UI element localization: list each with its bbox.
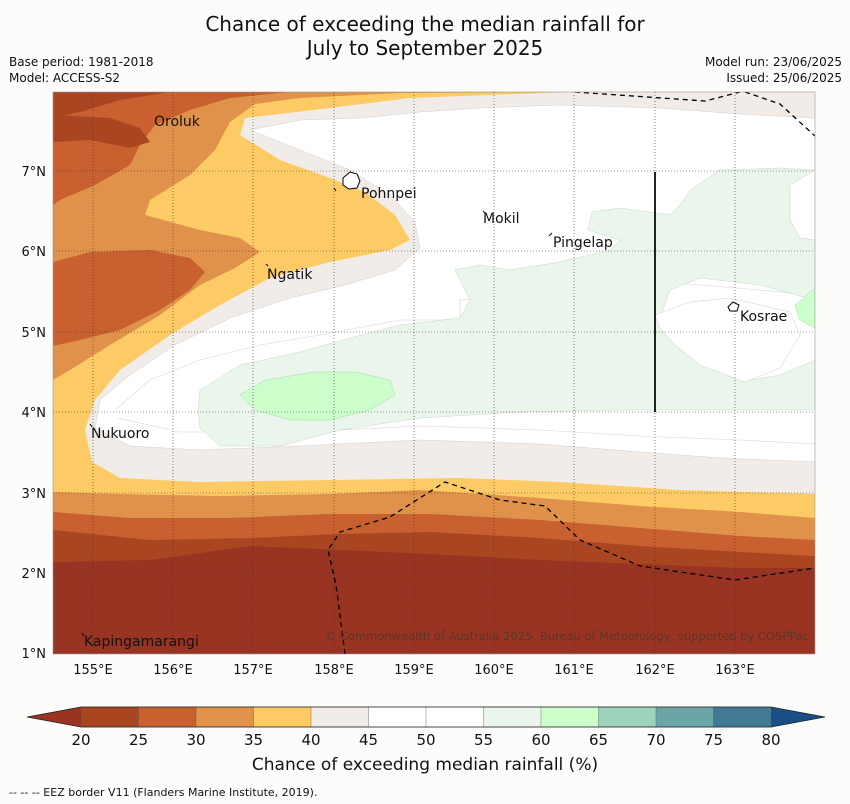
lon-tick-158: 158°E (314, 663, 354, 678)
colorbar: 20 25 30 35 40 45 50 55 60 65 70 75 80 (26, 706, 826, 749)
nukuoro-dot (89, 423, 93, 428)
band-45-50 (114, 279, 815, 445)
colorbar-segment-20-25 (80, 706, 140, 728)
place-kapingamarangi: Kapingamarangi (84, 634, 199, 650)
lon-tick-160: 160°E (474, 663, 514, 678)
copyright-notice: © Commonwealth of Australia 2025, Bureau… (325, 629, 809, 643)
chart-title: Chance of exceeding the median rainfall … (0, 12, 850, 60)
band-50-55-east (789, 169, 815, 241)
lon-tick-157: 157°E (233, 663, 273, 678)
colorbar-segment-45-50 (368, 706, 427, 728)
lat-tick-5: 5°N (22, 326, 47, 341)
mokil-dot (482, 210, 486, 214)
colorbar-tick-35: 35 (244, 731, 263, 749)
place-pingelap: Pingelap (553, 235, 613, 251)
lat-tick-4: 4°N (22, 406, 47, 421)
colorbar-tick-25: 25 (129, 731, 148, 749)
colorbar-tick-40: 40 (301, 731, 320, 749)
colorbar-segment-40-45 (310, 706, 370, 728)
colorbar-tick-65: 65 (589, 731, 608, 749)
kosrae-island (727, 301, 740, 312)
colorbar-segment-60-65 (540, 706, 600, 728)
colorbar-segment-70-75 (655, 706, 715, 728)
ngatik-dot (265, 263, 269, 267)
place-nukuoro: Nukuoro (91, 426, 149, 442)
lon-tick-159: 159°E (394, 663, 434, 678)
band-60-65 (239, 371, 396, 421)
colorbar-segment-65-70 (598, 706, 657, 728)
place-pohnpei: Pohnpei (361, 186, 417, 202)
lon-tick-162: 162°E (635, 663, 675, 678)
lon-tick-161: 161°E (554, 663, 594, 678)
meta-right: Model run: 23/06/2025 Issued: 25/06/2025 (705, 54, 842, 86)
band-30-35 (53, 92, 815, 654)
colorbar-segment-55-60 (483, 706, 542, 728)
colorbar-tick-20: 20 (71, 731, 90, 749)
lon-tick-155: 155°E (73, 663, 113, 678)
band-50-55-kosrae (654, 297, 801, 383)
pohnpei-island (342, 171, 361, 190)
rainfall-map: Oroluk Pohnpei Mokil Pingelap Ngatik Kos… (53, 92, 815, 654)
colorbar-segment-35-40 (253, 706, 312, 728)
base-period: Base period: 1981-2018 (9, 55, 154, 69)
colorbar-segment-50-55 (425, 706, 485, 728)
colorbar-tick-45: 45 (359, 731, 378, 749)
title-line-2: July to September 2025 (306, 36, 544, 60)
meta-left: Base period: 1981-2018 Model: ACCESS-S2 (9, 54, 154, 86)
place-oroluk: Oroluk (154, 114, 201, 130)
colorbar-tick-60: 60 (531, 731, 550, 749)
pingelap-dot (548, 232, 553, 237)
issued-date: Issued: 25/06/2025 (726, 71, 842, 85)
colorbar-segment-25-30 (138, 706, 197, 728)
eez-borders (327, 92, 815, 654)
colorbar-tick-80: 80 (761, 731, 780, 749)
lon-tick-156: 156°E (153, 663, 193, 678)
colorbar-tick-75: 75 (704, 731, 723, 749)
place-kosrae: Kosrae (740, 309, 787, 325)
kapingamarangi-dot (81, 632, 85, 637)
model-run: Model run: 23/06/2025 (704, 55, 842, 69)
colorbar-tick-50: 50 (416, 731, 435, 749)
colorbar-segment-30-35 (195, 706, 255, 728)
colorbar-title: Chance of exceeding median rainfall (%) (251, 755, 599, 775)
band-60-65-east (794, 287, 815, 329)
ant-atoll (333, 187, 337, 192)
colorbar-under-arrow (27, 707, 81, 727)
colorbar-tick-70: 70 (646, 731, 665, 749)
place-ngatik: Ngatik (267, 267, 313, 283)
lat-tick-3: 3°N (22, 487, 47, 502)
lat-tick-2: 2°N (22, 567, 47, 582)
lon-tick-163: 163°E (715, 663, 755, 678)
colorbar-over-arrow (771, 707, 825, 727)
lat-tick-7: 7°N (22, 165, 47, 180)
band-below-20 (53, 546, 815, 654)
lat-tick-6: 6°N (22, 245, 47, 260)
place-mokil: Mokil (483, 211, 520, 227)
gridlines (53, 92, 815, 654)
lat-tick-1: 1°N (22, 647, 47, 662)
colorbar-tick-30: 30 (186, 731, 205, 749)
eez-footnote: -- -- -- EEZ border V11 (Flanders Marine… (9, 786, 318, 799)
colorbar-tick-55: 55 (474, 731, 493, 749)
model-name: Model: ACCESS-S2 (9, 71, 121, 85)
title-line-1: Chance of exceeding the median rainfall … (205, 12, 645, 36)
colorbar-segment-75-80 (713, 706, 772, 728)
map-frame (52, 91, 816, 655)
